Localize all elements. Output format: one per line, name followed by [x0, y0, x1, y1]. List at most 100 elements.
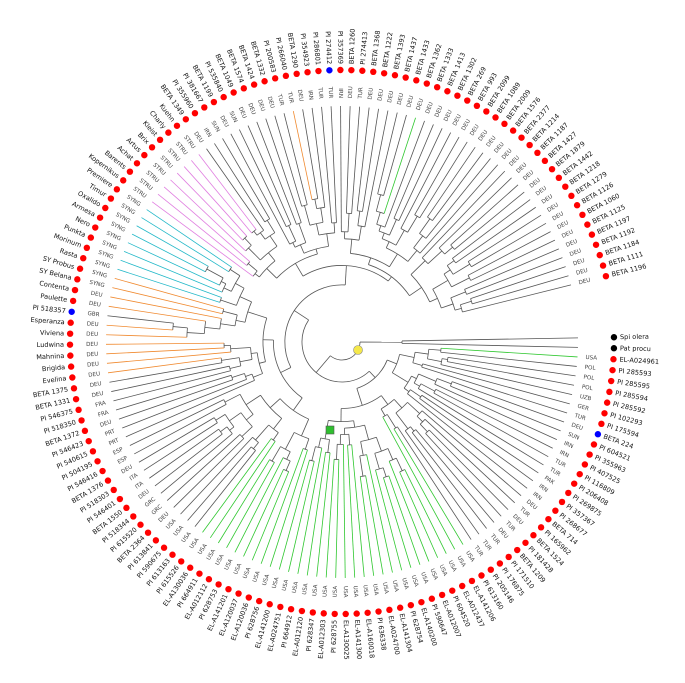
- branch: [306, 452, 326, 576]
- leaf-code: DEU: [192, 131, 204, 144]
- branch: [438, 177, 512, 249]
- leaf-dot: [396, 604, 404, 611]
- branch: [378, 225, 382, 232]
- branch: [382, 467, 387, 477]
- leaf-code: TUR: [316, 86, 323, 99]
- leaf-code: DEU: [535, 186, 548, 198]
- branch-arc: [376, 210, 385, 214]
- branch-arc: [230, 275, 241, 292]
- branch: [432, 152, 484, 221]
- branch: [404, 430, 480, 535]
- branch-arc: [283, 469, 289, 473]
- branch-arc: [279, 398, 309, 420]
- leaf-code: DEU: [246, 102, 256, 115]
- branch: [271, 446, 281, 462]
- leaf-label: Paulette: [40, 292, 68, 304]
- branch: [106, 334, 187, 338]
- leaf-dot: [514, 546, 521, 554]
- leaf-dot: [555, 174, 563, 182]
- branch-arc: [405, 426, 411, 432]
- branch: [127, 242, 220, 286]
- leaf-code: USA: [233, 563, 243, 576]
- leaf-dot: [165, 129, 172, 136]
- leaf-code: GBR: [87, 311, 100, 318]
- branch-arc: [302, 265, 389, 282]
- leaf-label: PI 664912: [280, 614, 294, 648]
- branch: [187, 446, 252, 521]
- leaf-dot: [342, 610, 349, 618]
- leaf-dot: [501, 120, 508, 128]
- branch: [297, 447, 323, 574]
- branch: [425, 158, 491, 239]
- leaf-dot: [386, 606, 393, 614]
- branch: [447, 356, 576, 377]
- branch: [157, 193, 247, 266]
- leaf-dot: [81, 427, 89, 435]
- leaf-dot: [444, 88, 451, 95]
- branch: [302, 109, 319, 199]
- branch: [399, 354, 415, 358]
- leaf-dot: [235, 590, 242, 597]
- branch: [351, 106, 361, 214]
- branch-arc: [382, 414, 388, 418]
- branch-arc: [413, 247, 421, 254]
- leaf-code: DEU: [546, 202, 559, 213]
- branch-arc: [219, 277, 224, 286]
- leaf-label: Esperanza: [30, 316, 65, 326]
- branch-arc: [262, 317, 268, 362]
- leaf-dot: [94, 458, 101, 465]
- leaf-dot: [110, 486, 117, 494]
- branch: [410, 260, 426, 275]
- branch: [325, 459, 335, 578]
- branch-arc: [260, 245, 278, 261]
- branch: [419, 141, 468, 219]
- leaf-dot: [66, 330, 74, 337]
- branch-arc: [264, 218, 270, 223]
- branch: [444, 246, 453, 255]
- branch: [170, 179, 246, 252]
- branch-arc: [273, 340, 303, 399]
- leaf-dot: [87, 234, 95, 241]
- branch: [266, 268, 277, 279]
- branch: [106, 347, 225, 355]
- leaf-code: USA: [197, 543, 209, 556]
- branch: [425, 433, 502, 517]
- leaf-code: IRN: [563, 441, 574, 450]
- leaf-code: USA: [252, 570, 262, 583]
- leaf-code: DEU: [552, 211, 565, 222]
- branch-arc: [246, 261, 251, 266]
- branch: [321, 106, 333, 224]
- leaf-dot: [187, 564, 194, 571]
- leaf-code: ESP: [112, 446, 125, 456]
- node-marker-green: [325, 425, 335, 435]
- branch: [243, 469, 284, 557]
- branch: [387, 359, 397, 365]
- branch: [447, 361, 575, 386]
- leaf-dot: [178, 558, 185, 565]
- branch-arc: [240, 412, 253, 427]
- leaf-label: BETA 1260: [348, 28, 357, 64]
- leaf-code: UZB: [579, 394, 592, 402]
- branch: [410, 426, 415, 432]
- branch: [366, 454, 393, 573]
- leaf-dot: [391, 72, 399, 79]
- leaf-code: DEU: [461, 119, 472, 132]
- leaf-dot: [182, 116, 190, 123]
- branch: [246, 414, 254, 421]
- branch: [110, 296, 222, 319]
- leaf-dot: [126, 168, 134, 175]
- leaf-label: Mahnina: [36, 352, 65, 361]
- branch: [413, 235, 424, 249]
- leaf-label: EL-A012303: [317, 619, 328, 659]
- leaf-dot: [537, 524, 545, 531]
- leaf-dot: [80, 254, 87, 262]
- leaf-code: USA: [438, 564, 448, 577]
- leaf-code: SYNG: [101, 240, 118, 251]
- branch: [400, 132, 452, 229]
- branch: [108, 305, 206, 322]
- leaf-label: EL-A130025: [342, 620, 351, 660]
- branch-arc: [381, 238, 397, 246]
- branch: [226, 462, 275, 549]
- leaf-code: USA: [312, 584, 319, 596]
- branch: [118, 379, 233, 420]
